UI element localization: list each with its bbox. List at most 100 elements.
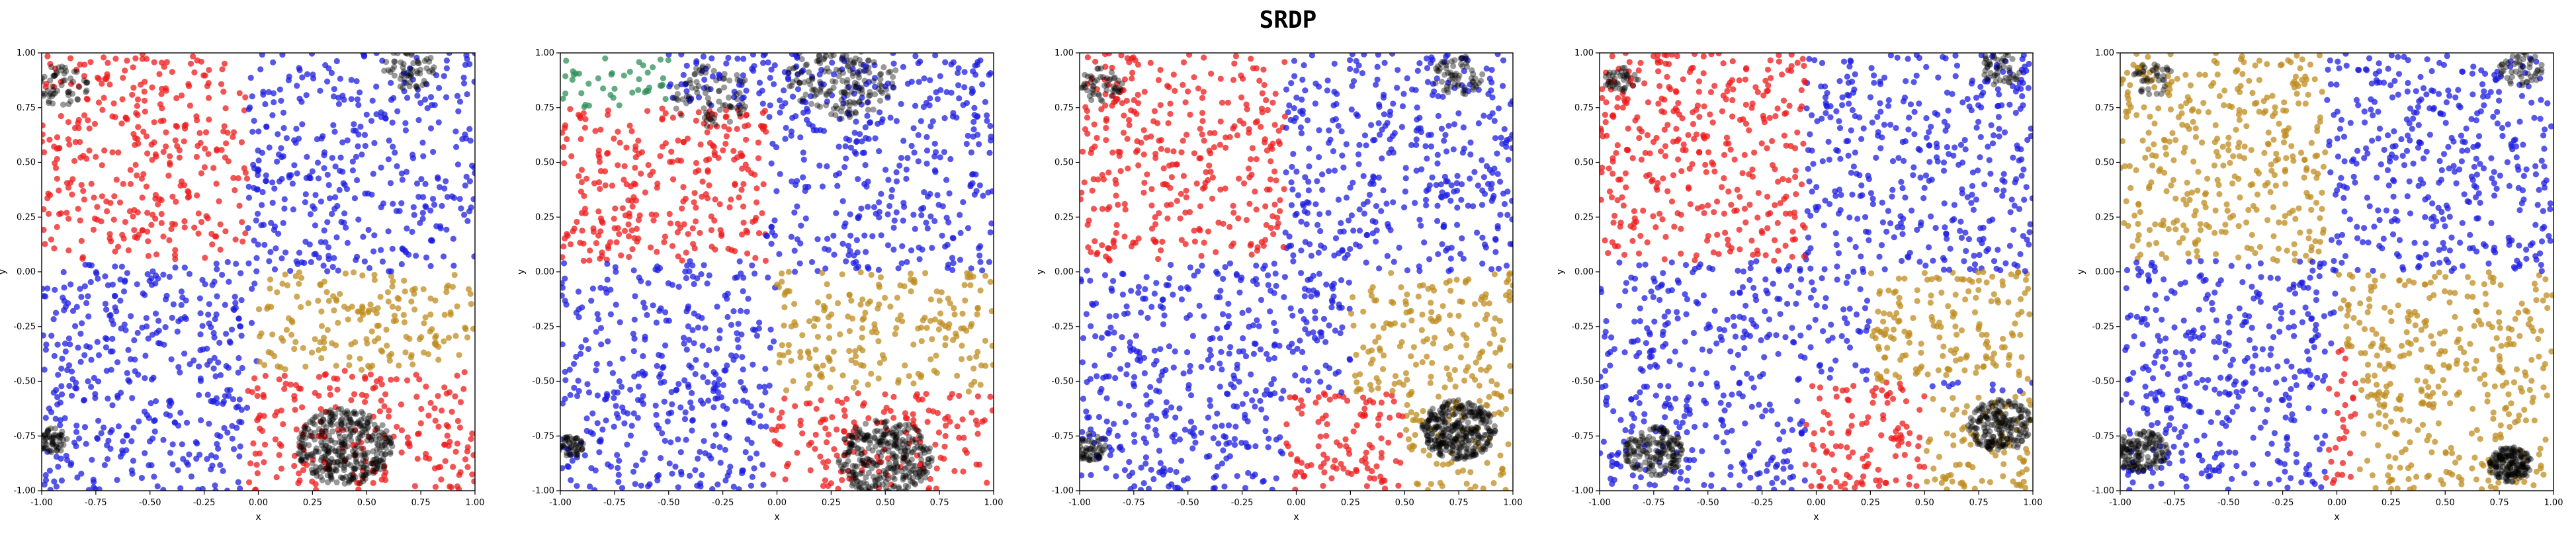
cluster-point [906, 434, 912, 440]
point-red [454, 440, 461, 447]
point-red [73, 66, 80, 73]
cluster-point [802, 62, 809, 69]
point-blue [745, 296, 751, 302]
cluster-point [55, 445, 62, 452]
point-red [411, 483, 419, 489]
point-blue [369, 97, 376, 104]
cluster-point [849, 40, 855, 46]
point-blue [700, 374, 707, 381]
point-blue [921, 189, 927, 196]
cluster-point [836, 73, 842, 79]
point-red [968, 409, 975, 416]
point-blue [51, 352, 58, 359]
point-red [69, 191, 75, 198]
point-red [882, 391, 888, 397]
point-gold [1408, 317, 1415, 324]
cluster-point [845, 468, 852, 474]
point-red [914, 427, 921, 434]
point-red [115, 149, 122, 156]
y-tick-label: 0.25 [17, 212, 36, 222]
point-blue [333, 58, 340, 65]
point-red [51, 245, 58, 252]
point-blue [858, 101, 865, 108]
point-blue [48, 333, 55, 339]
point-red [107, 200, 114, 206]
point-blue [1326, 384, 1332, 391]
cluster-point [853, 472, 859, 478]
cluster-point [57, 431, 64, 438]
point-gold [454, 303, 460, 310]
point-blue [840, 100, 847, 106]
point-blue [927, 123, 934, 130]
point-blue [931, 167, 938, 174]
point-gold [853, 353, 859, 360]
point-blue [232, 304, 239, 311]
point-blue [259, 188, 266, 196]
point-red [470, 452, 475, 458]
point-gold [868, 370, 875, 377]
point-blue [229, 423, 236, 429]
cluster-point [573, 442, 580, 448]
cluster-point [798, 56, 805, 63]
point-red [56, 187, 62, 194]
point-red [65, 185, 72, 191]
point-gold [1368, 292, 1375, 299]
point-blue [446, 53, 452, 56]
point-blue [762, 366, 769, 372]
cluster-point [861, 436, 867, 443]
point-blue [181, 351, 188, 357]
cluster-point [853, 478, 860, 485]
point-gold [452, 333, 459, 339]
point-blue [798, 68, 805, 75]
point-blue [188, 473, 194, 480]
cluster-point [322, 452, 329, 459]
point-blue [263, 123, 270, 130]
point-blue [121, 321, 128, 328]
point-gold [806, 354, 813, 362]
cluster-point [398, 59, 404, 65]
point-blue [232, 294, 238, 300]
cluster-point [408, 71, 414, 77]
point-blue [630, 331, 637, 337]
cluster-point [816, 53, 822, 60]
point-red [174, 143, 181, 149]
point-blue [461, 212, 468, 218]
cluster-point [855, 35, 861, 41]
point-blue [830, 232, 837, 239]
point-blue [53, 310, 60, 316]
point-blue [1143, 274, 1150, 280]
point-gold [418, 334, 425, 341]
cluster-point [312, 429, 318, 436]
point-blue [1494, 150, 1500, 157]
point-blue [904, 259, 910, 265]
cluster-point [707, 116, 714, 123]
point-red [623, 144, 630, 151]
point-blue [949, 255, 956, 261]
point-red [718, 232, 725, 239]
cluster-point [863, 67, 869, 74]
point-blue [68, 368, 75, 375]
point-red [706, 182, 712, 188]
cluster-point [351, 466, 358, 473]
point-blue [73, 304, 80, 310]
cluster-point [309, 450, 316, 458]
cluster-point [830, 53, 837, 59]
point-red [58, 112, 64, 120]
point-blue [845, 83, 852, 91]
point-red [367, 371, 374, 378]
point-red [125, 247, 132, 254]
point-gold [933, 288, 940, 295]
cluster-point [815, 57, 822, 63]
cluster-point [884, 440, 891, 447]
cluster-point [878, 453, 884, 460]
point-blue [1299, 377, 1306, 384]
cluster-point [382, 434, 388, 442]
point-blue [387, 180, 394, 186]
point-red [418, 405, 425, 413]
point-blue [1119, 334, 1125, 341]
cluster-point [360, 451, 367, 458]
point-red [65, 247, 72, 254]
point-blue [1240, 335, 1246, 342]
point-blue [971, 104, 978, 111]
point-blue [877, 109, 883, 116]
